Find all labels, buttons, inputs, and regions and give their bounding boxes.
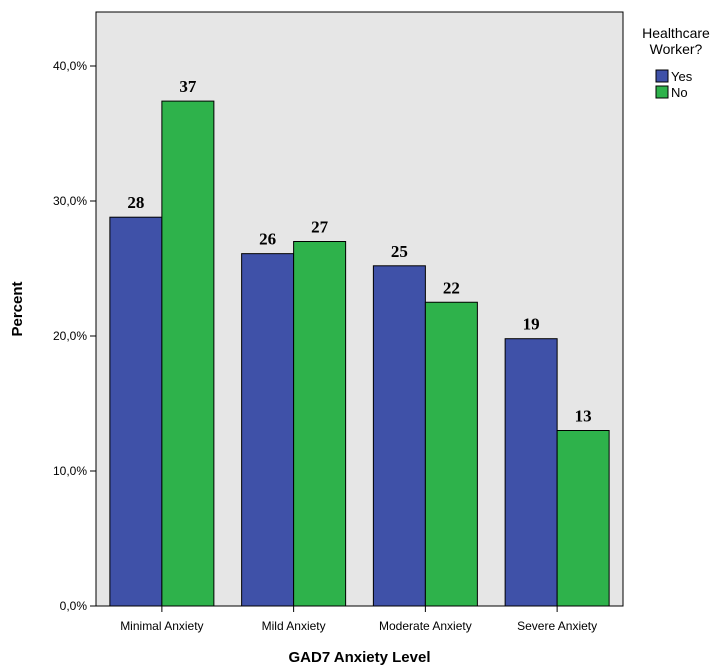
y-axis: 0,0% 10,0% 20,0% 30,0% 40,0% [53, 59, 96, 613]
bar-no-3 [556, 430, 610, 607]
y-tick-label: 10,0% [53, 464, 87, 478]
data-label: 22 [443, 278, 460, 297]
bar-yes-3 [504, 338, 558, 607]
legend-swatch-no [655, 85, 669, 99]
bar-no-2 [424, 301, 478, 607]
bar-yes-1 [241, 253, 295, 607]
data-label: 26 [259, 230, 276, 249]
x-tick-label: Severe Anxiety [517, 619, 597, 633]
data-label: 28 [127, 193, 144, 212]
data-label: 37 [179, 77, 197, 96]
data-label: 27 [311, 218, 329, 237]
x-axis: Minimal Anxiety Mild Anxiety Moderate Anxi… [120, 606, 597, 633]
bars-group [109, 100, 610, 607]
bar-yes-2 [372, 265, 426, 607]
data-label: 25 [391, 242, 408, 261]
y-axis-title: Percent [9, 281, 26, 336]
legend-title-line-1: Healthcare [642, 25, 710, 41]
legend-title-line-2: Worker? [650, 41, 703, 57]
data-labels-group: 28 37 26 27 25 22 19 13 [127, 77, 591, 425]
bar-no-0 [161, 100, 215, 607]
legend-label-no: No [671, 85, 688, 100]
x-tick-label: Mild Anxiety [262, 619, 326, 633]
data-label: 19 [523, 315, 540, 334]
y-tick-label: 20,0% [53, 329, 87, 343]
legend-swatch-yes [655, 69, 669, 83]
bar-no-1 [293, 241, 347, 607]
bar-yes-0 [109, 216, 163, 607]
x-tick-label: Minimal Anxiety [120, 619, 203, 633]
data-label: 13 [575, 407, 592, 426]
x-axis-title: GAD7 Anxiety Level [289, 649, 431, 666]
y-tick-label: 0,0% [60, 599, 88, 613]
legend-label-yes: Yes [671, 69, 693, 84]
y-tick-label: 30,0% [53, 194, 87, 208]
y-tick-label: 40,0% [53, 59, 87, 73]
x-tick-label: Moderate Anxiety [379, 619, 472, 633]
